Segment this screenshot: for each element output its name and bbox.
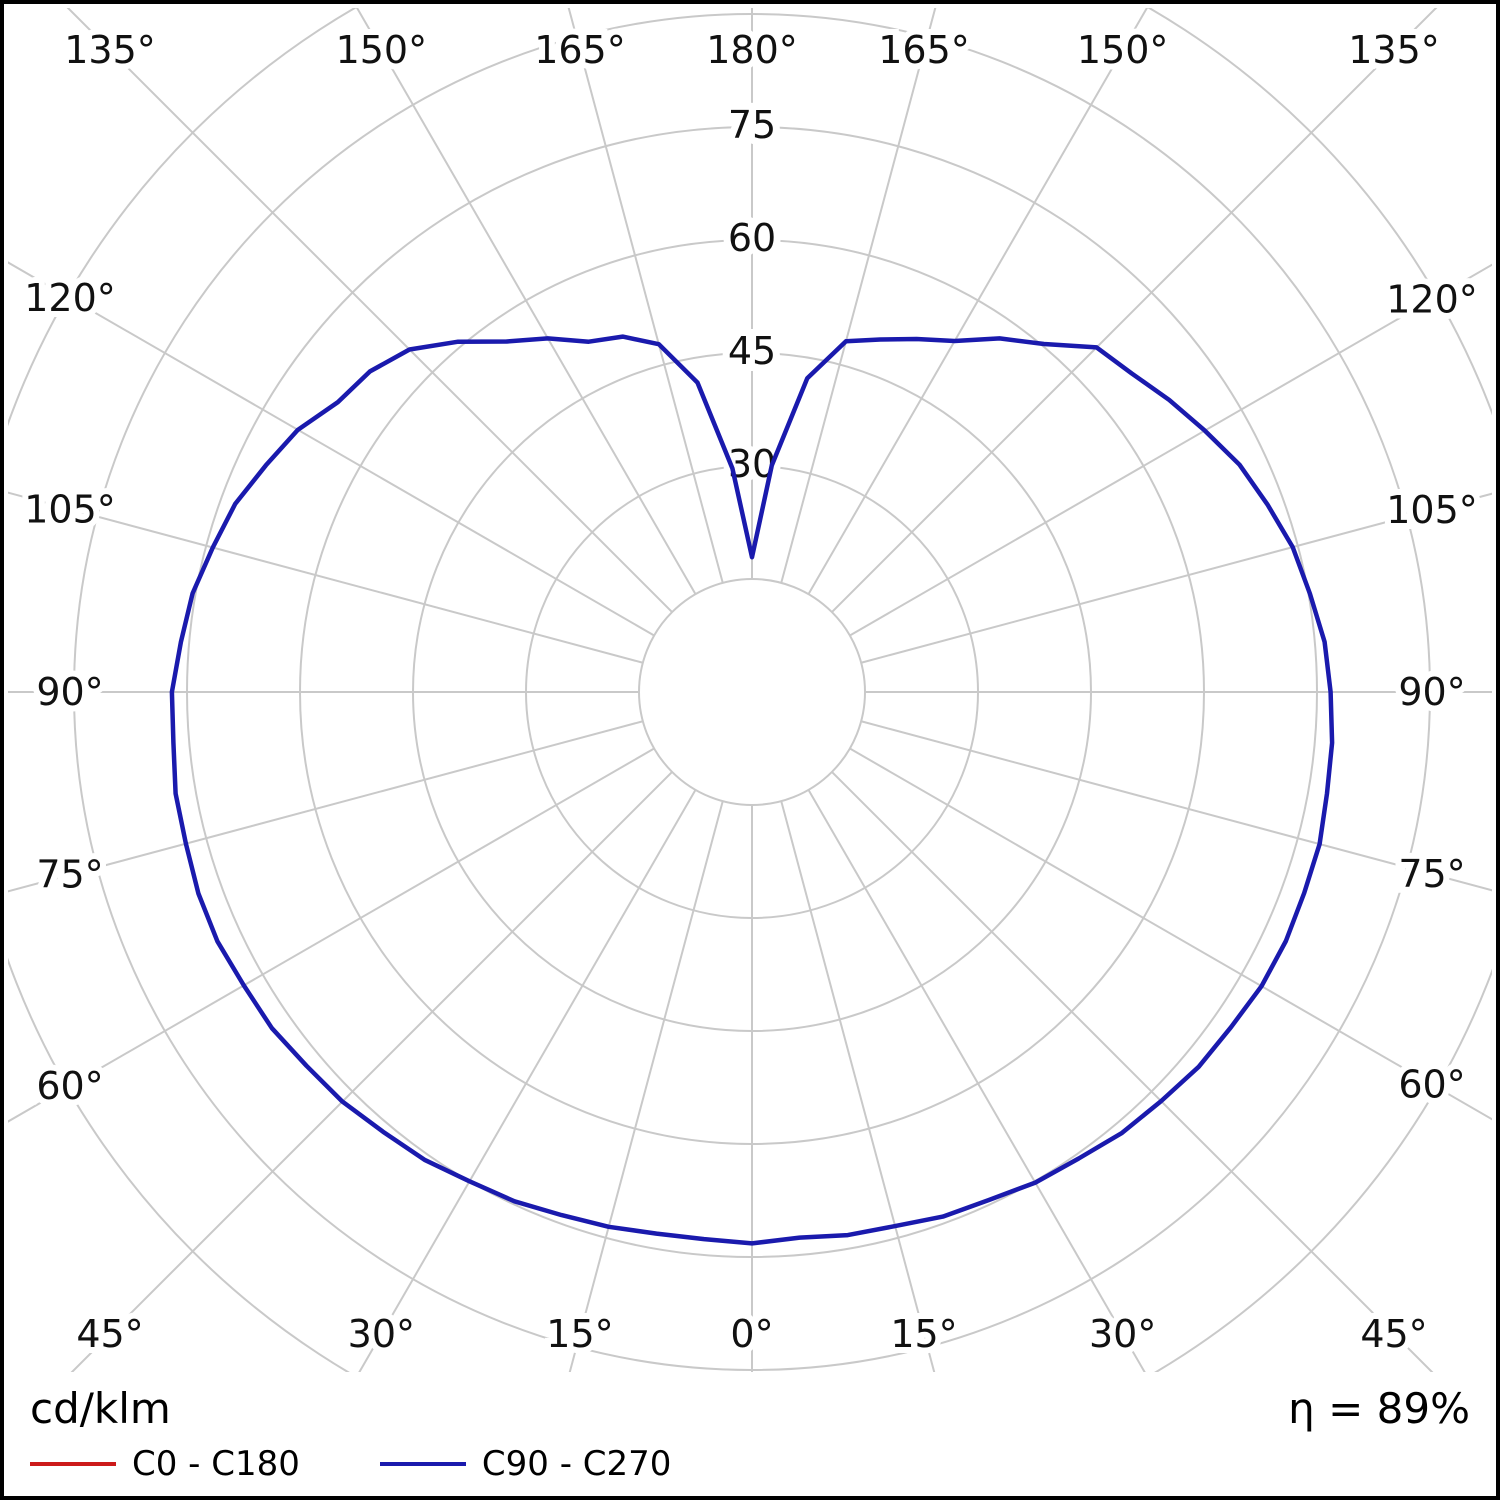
unit-label: cd/klm bbox=[30, 1383, 171, 1433]
angle-label: 30° bbox=[348, 1312, 415, 1356]
curve-C90-C270 bbox=[169, 334, 1335, 1246]
angle-label: 120° bbox=[1386, 277, 1478, 321]
efficiency-label: η = 89% bbox=[1288, 1383, 1470, 1433]
angle-label: 0° bbox=[730, 1312, 773, 1356]
legend-item-c0-c180: C0 - C180 bbox=[30, 1444, 300, 1484]
legend: C0 - C180 C90 - C270 bbox=[30, 1444, 1470, 1484]
angle-label: 105° bbox=[1386, 488, 1478, 532]
angle-label: 120° bbox=[24, 276, 116, 320]
angle-label: 165° bbox=[878, 28, 970, 72]
angle-label: 45° bbox=[76, 1312, 143, 1356]
angle-labels: 0° 15° 15° 30° 30° 45° 45° 60° 60° 75° 75° 90° 90° 10… bbox=[18, 22, 1484, 1362]
angle-label: 150° bbox=[1077, 28, 1169, 72]
legend-item-c90-c270: C90 - C270 bbox=[379, 1444, 672, 1484]
angle-label: 75° bbox=[36, 853, 103, 897]
radial-tick-label: 60 bbox=[728, 216, 776, 260]
angle-label: 15° bbox=[890, 1312, 957, 1356]
angle-label: 30° bbox=[1089, 1312, 1156, 1356]
legend-line-red-icon bbox=[30, 1462, 116, 1466]
legend-label-c90-c270: C90 - C270 bbox=[481, 1444, 672, 1484]
angle-label: 15° bbox=[546, 1312, 613, 1356]
angle-label: 180° bbox=[706, 28, 798, 72]
radial-tick-label: 75 bbox=[728, 103, 776, 147]
angle-label: 90° bbox=[1398, 670, 1465, 714]
angle-label: 150° bbox=[336, 28, 428, 72]
polar-grid bbox=[8, 8, 1492, 1372]
angle-label: 75° bbox=[1398, 852, 1465, 896]
angle-label: 90° bbox=[36, 670, 103, 714]
footer-captions: cd/klm η = 89% bbox=[30, 1383, 1470, 1433]
angle-label: 165° bbox=[534, 28, 626, 72]
legend-label-c0-c180: C0 - C180 bbox=[132, 1444, 300, 1484]
angle-label: 105° bbox=[24, 487, 116, 531]
legend-line-blue-icon bbox=[379, 1462, 466, 1466]
polar-chart: 0° 15° 15° 30° 30° 45° 45° 60° 60° 75° 75° 90° 90° 10… bbox=[8, 8, 1492, 1372]
angle-label: 60° bbox=[36, 1064, 103, 1108]
angle-label: 135° bbox=[64, 28, 156, 72]
footer: cd/klm η = 89% C0 - C180 C90 - C270 bbox=[30, 1383, 1470, 1484]
angle-label: 135° bbox=[1348, 28, 1440, 72]
angle-label: 45° bbox=[1360, 1312, 1427, 1356]
radial-tick-label: 45 bbox=[728, 329, 776, 373]
angle-label: 60° bbox=[1398, 1063, 1465, 1107]
